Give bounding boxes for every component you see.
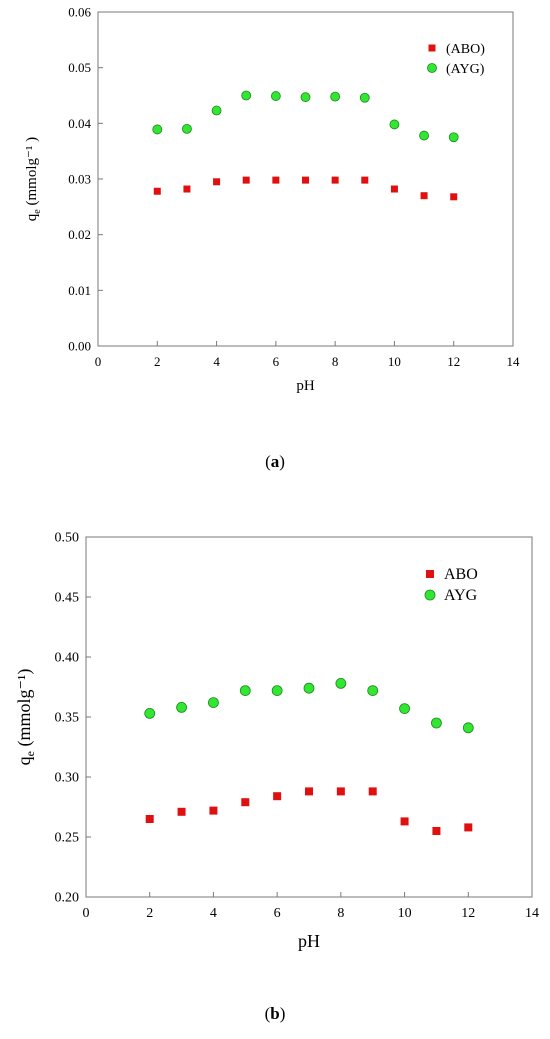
chart-a-point-abo [450,193,458,201]
chart-a-point-abo [272,176,280,184]
chart-a-x-tick-label: 14 [507,354,521,369]
chart-a-y-tick-label: 0.05 [68,60,91,75]
chart-b-point-abo [464,823,473,832]
chart-a-legend-label-abo: (ABO) [446,42,485,57]
chart-a-point-ayg [330,91,341,102]
chart-a-y-tick-label: 0.02 [68,227,91,242]
chart-a-svg: 0 2 4 6 8 10 12 14 0.00 0.01 0.02 0.03 0.04 0.05 0.06 p… [24,5,521,395]
chart-a-legend-marker-ayg [427,63,437,73]
chart-b-legend-label-abo: ABO [444,566,478,583]
chart-b-point-abo [400,817,409,826]
chart-a-point-abo [390,185,398,193]
chart-a-point-ayg [270,91,281,101]
chart-b-x-tick-label: 0 [83,906,90,921]
chart-b-point-abo [241,798,250,807]
chart-b-y-tick-label: 0.45 [55,591,80,606]
chart-b-point-ayg [431,717,442,729]
chart-a-legend-marker-abo [428,44,436,52]
chart-b-x-tick-label: 8 [337,906,344,921]
chart-b-y-tick-label: 0.30 [55,771,80,786]
chart-b-point-abo [432,827,441,835]
chart-panel-a: 0 2 4 6 8 10 12 14 0.00 0.01 0.02 0.03 0.04 0.05 0.06 p… [0,0,550,490]
chart-a-point-ayg [300,92,311,103]
chart-a-x-tick-label: 6 [273,354,280,369]
chart-b-y-tick-label: 0.35 [55,711,80,726]
chart-b-point-abo [209,806,218,815]
chart-b-point-abo [368,787,377,796]
chart-a-x-tick-label: 4 [213,354,220,369]
chart-b-point-ayg [335,677,347,689]
chart-a-y-axis-title: qe (mmolg⁻¹ ) [24,137,43,221]
chart-b-svg: 0 2 4 6 8 10 12 14 0.20 0.25 0.30 0.35 0.40 0.45 0.50 p… [14,531,539,952]
chart-b-legend-label-ayg: AYG [444,587,478,604]
chart-a-x-tick-label: 10 [388,354,401,369]
chart-a-y-tick-label: 0.06 [68,5,91,20]
chart-a-point-ayg [182,123,192,134]
chart-b-point-abo [336,787,345,796]
chart-b-point-abo [305,787,313,796]
chart-b-x-tick-label: 4 [210,906,217,921]
chart-b-point-ayg [399,703,410,715]
chart-b-point-ayg [176,701,187,713]
chart-b-point-ayg [144,707,156,719]
chart-a-x-axis-title: pH [296,378,315,394]
chart-b-point-ayg [303,682,315,694]
chart-b-x-tick-label: 12 [461,906,475,921]
chart-b-y-tick-label: 0.20 [55,891,80,906]
chart-a-point-abo [183,185,191,193]
chart-b-legend-marker-abo [426,570,434,578]
chart-a-point-abo [213,178,221,186]
chart-a-y-tick-label: 0.00 [68,339,91,354]
chart-a-y-tick-label: 0.04 [68,116,91,131]
chart-a-point-abo [331,176,339,184]
chart-b-point-abo [177,807,186,816]
chart-b-y-tick-label: 0.40 [55,651,80,666]
chart-panel-b: 0 2 4 6 8 10 12 14 0.20 0.25 0.30 0.35 0.40 0.45 0.50 p… [0,515,550,1034]
chart-a-point-ayg [152,124,163,135]
caption-b: (b) [264,1004,286,1023]
chart-a-point-ayg [241,90,252,101]
chart-a-point-ayg [448,132,459,143]
chart-b-legend-marker-ayg [424,589,436,601]
chart-b-y-tick-label: 0.25 [55,831,80,846]
chart-b-point-ayg [271,685,283,697]
chart-b-x-tick-label: 2 [146,906,153,921]
chart-a-point-abo [361,176,369,184]
chart-a-point-abo [153,187,161,195]
chart-b-point-abo [273,792,282,801]
chart-a-x-tick-label: 8 [332,354,339,369]
chart-a-point-ayg [389,119,400,130]
chart-a-point-abo [242,176,250,184]
chart-a-point-ayg [419,130,429,141]
chart-b-x-tick-label: 6 [274,906,281,921]
chart-b-x-tick-label: 14 [525,906,539,921]
chart-a-point-abo [302,176,309,184]
chart-b-point-ayg [462,722,474,734]
chart-a-x-tick-label: 0 [95,354,102,369]
chart-b-point-abo [145,815,154,823]
chart-a-x-tick-label: 2 [154,354,161,369]
chart-a-x-tick-label: 12 [447,354,460,369]
chart-a-point-ayg [359,92,370,103]
chart-a-y-tick-label: 0.01 [68,283,91,298]
chart-a-point-abo [420,192,428,200]
chart-b-x-tick-label: 10 [398,906,412,921]
chart-b-y-tick-label: 0.50 [55,531,80,546]
caption-a: (a) [265,452,285,471]
chart-b-point-ayg [208,697,219,709]
chart-a-y-tick-label: 0.03 [68,172,91,187]
chart-a-legend-label-ayg: (AYG) [446,62,485,77]
chart-b-y-axis-title: qe (mmolg⁻¹) [14,669,37,766]
chart-b-point-ayg [367,685,379,697]
chart-a-point-ayg [211,105,222,116]
chart-b-point-ayg [239,685,251,697]
chart-b-x-axis-title: pH [298,931,320,951]
